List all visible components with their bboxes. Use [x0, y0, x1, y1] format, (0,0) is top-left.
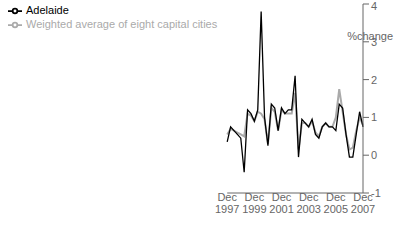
svg-text:Dec2001: Dec2001 — [269, 191, 293, 215]
svg-text:1: 1 — [371, 111, 377, 123]
svg-text:Dec1999: Dec1999 — [242, 191, 266, 215]
svg-text:Dec2005: Dec2005 — [324, 191, 348, 215]
svg-text:-1: -1 — [371, 187, 381, 199]
svg-text:Dec1997: Dec1997 — [215, 191, 239, 215]
svg-text:4: 4 — [371, 0, 377, 12]
svg-text:0: 0 — [371, 149, 377, 161]
svg-text:Dec2003: Dec2003 — [296, 191, 320, 215]
svg-text:3: 3 — [371, 36, 377, 48]
svg-text:2: 2 — [371, 74, 377, 86]
